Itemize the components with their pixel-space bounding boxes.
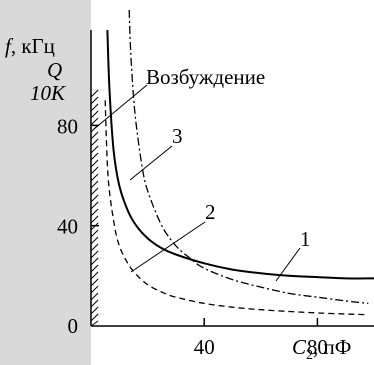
hatch-line — [90, 250, 99, 259]
hatch-line — [90, 187, 99, 196]
hatch-line — [90, 89, 99, 98]
x-tick-label: 40 — [194, 335, 215, 359]
y-tick-label: 40 — [57, 215, 78, 239]
plot-background — [91, 0, 374, 365]
y-axis-title-f: f, кГц — [5, 34, 55, 58]
hatch-line — [90, 201, 99, 210]
hatch-line — [90, 243, 99, 252]
x-tick-label: 80 — [307, 335, 328, 359]
series-1-line — [106, 30, 374, 280]
hatch-line — [90, 110, 99, 119]
axis-ticks: 40 80 0 40 80 — [57, 114, 328, 359]
hatch-line — [90, 103, 99, 112]
leader-curve-2 — [130, 221, 206, 273]
x-axis-title: C2, пФ — [292, 335, 351, 363]
leader-curve-1 — [275, 247, 301, 282]
hatch-line — [90, 236, 99, 245]
hatch-line — [90, 264, 99, 273]
annotation-excitation: Возбуждение — [146, 65, 265, 89]
hatch-line — [90, 152, 99, 161]
hatch-line — [90, 215, 99, 224]
hatch-line — [90, 299, 99, 308]
hatch-line — [90, 208, 99, 217]
hatch-line — [90, 257, 99, 266]
hatch-line — [90, 313, 99, 322]
hatch-line — [90, 278, 99, 287]
hatch-line — [90, 229, 99, 238]
leader-excitation — [93, 84, 148, 130]
hatch-line — [90, 96, 99, 105]
hatch-line — [90, 222, 99, 231]
hatch-line — [90, 138, 99, 147]
hatch-line — [90, 131, 99, 140]
hatch-line — [90, 180, 99, 189]
hatch-line — [90, 285, 99, 294]
hatch-line — [90, 117, 99, 126]
y-tick-label: 0 — [68, 314, 79, 338]
annotation-curve-3: 3 — [172, 124, 183, 148]
hatch-line — [90, 145, 99, 154]
series-3-line — [128, 9, 369, 305]
hatch-line — [90, 292, 99, 301]
hatch-zone — [90, 89, 99, 327]
y-axis-title-10k: 10K — [30, 81, 66, 105]
hatch-line — [90, 194, 99, 203]
curves — [104, 9, 374, 316]
hatch-line — [90, 320, 99, 327]
hatch-line — [90, 173, 99, 182]
y-axis-title-q: Q — [47, 58, 62, 82]
annotation-curve-2: 2 — [205, 200, 216, 224]
leader-curve-3 — [129, 145, 173, 181]
hatch-line — [90, 166, 99, 175]
series-2-line — [104, 100, 369, 316]
y-tick-label: 80 — [57, 114, 78, 138]
hatch-line — [90, 306, 99, 315]
annotation-curve-1: 1 — [300, 227, 311, 251]
hatch-line — [90, 271, 99, 280]
hatch-line — [90, 159, 99, 168]
